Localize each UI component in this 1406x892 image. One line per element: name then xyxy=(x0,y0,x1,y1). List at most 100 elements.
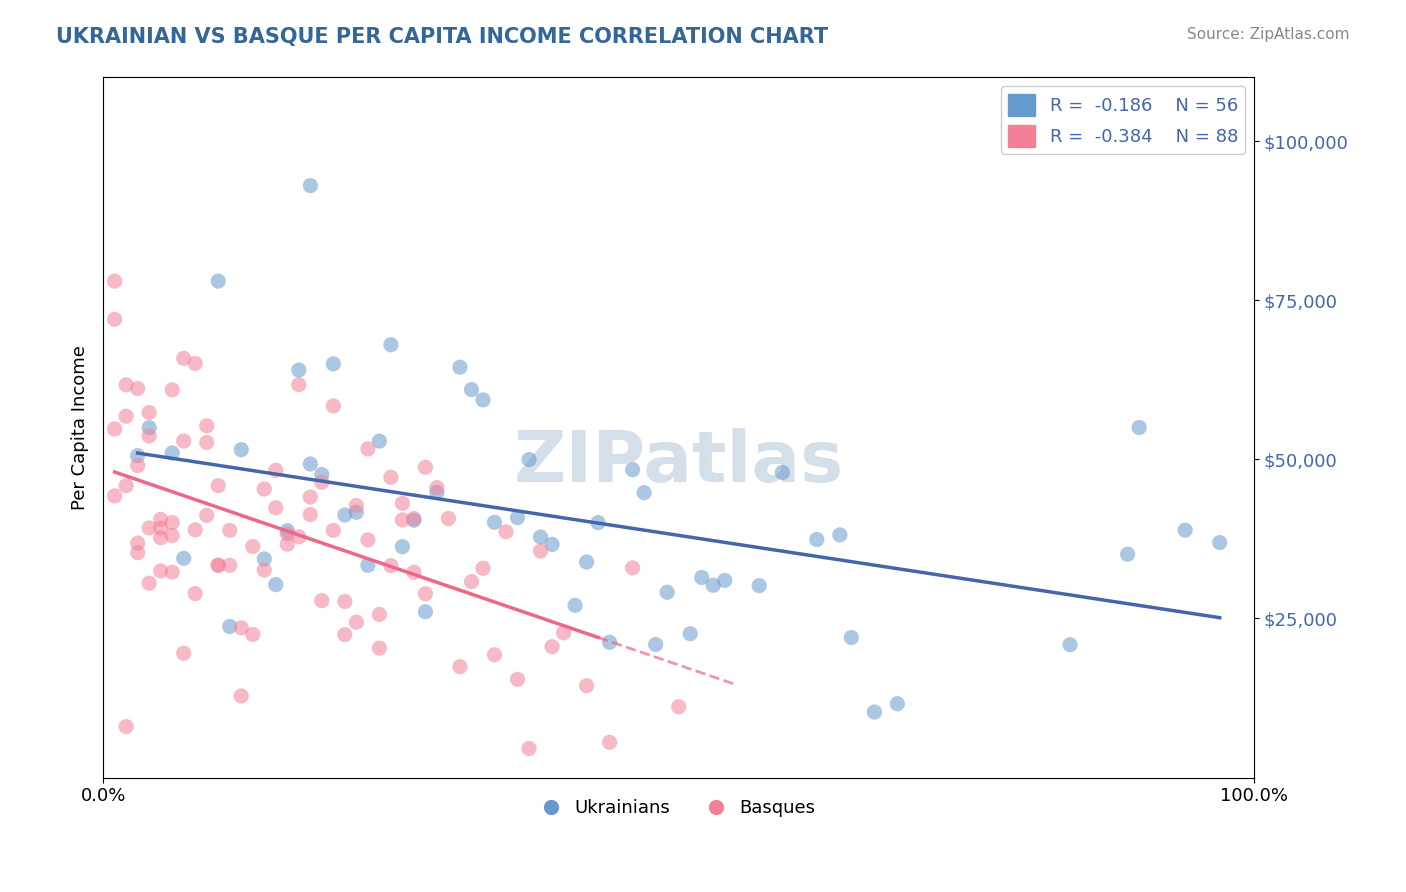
Point xyxy=(149,512,172,526)
Point xyxy=(253,563,276,577)
Point xyxy=(299,490,322,504)
Point xyxy=(668,699,690,714)
Point xyxy=(127,458,149,473)
Point xyxy=(333,627,356,641)
Point xyxy=(702,578,724,592)
Point xyxy=(333,508,356,522)
Point xyxy=(484,648,506,662)
Point xyxy=(149,564,172,578)
Point xyxy=(138,521,160,535)
Point xyxy=(322,357,344,371)
Point xyxy=(690,570,713,584)
Point xyxy=(299,178,322,193)
Point xyxy=(276,524,298,538)
Point xyxy=(264,463,287,477)
Point xyxy=(841,631,863,645)
Point xyxy=(115,409,138,424)
Point xyxy=(402,566,425,580)
Point xyxy=(564,599,586,613)
Point xyxy=(253,482,276,496)
Point xyxy=(138,429,160,443)
Point xyxy=(391,540,413,554)
Point xyxy=(679,626,702,640)
Point xyxy=(770,466,793,480)
Point xyxy=(160,383,183,397)
Point xyxy=(828,528,851,542)
Point xyxy=(621,561,644,575)
Point xyxy=(1208,535,1230,549)
Point xyxy=(368,434,391,449)
Point xyxy=(231,689,253,703)
Point xyxy=(541,537,564,551)
Point xyxy=(311,593,333,607)
Point xyxy=(657,585,679,599)
Point xyxy=(586,516,609,530)
Point xyxy=(322,399,344,413)
Point xyxy=(299,508,322,522)
Point xyxy=(104,489,127,503)
Point xyxy=(253,552,276,566)
Point xyxy=(299,457,322,471)
Point xyxy=(276,527,298,541)
Point xyxy=(1128,420,1150,434)
Point xyxy=(173,646,195,660)
Point xyxy=(104,274,127,288)
Point xyxy=(368,607,391,622)
Point xyxy=(104,312,127,326)
Point xyxy=(173,434,195,448)
Point xyxy=(644,638,666,652)
Point xyxy=(160,528,183,542)
Point xyxy=(138,421,160,435)
Point xyxy=(127,382,149,396)
Point xyxy=(195,435,218,450)
Point xyxy=(149,531,172,545)
Point xyxy=(344,505,367,519)
Point xyxy=(553,625,575,640)
Point xyxy=(472,392,495,407)
Point xyxy=(426,485,449,500)
Point xyxy=(127,449,149,463)
Point xyxy=(415,460,437,475)
Point xyxy=(218,524,240,538)
Point xyxy=(484,515,506,529)
Point xyxy=(529,544,551,558)
Point xyxy=(621,463,644,477)
Point xyxy=(184,356,207,370)
Point xyxy=(426,481,449,495)
Point xyxy=(886,697,908,711)
Point xyxy=(195,508,218,523)
Point xyxy=(460,574,482,589)
Point xyxy=(415,605,437,619)
Point xyxy=(195,418,218,433)
Point xyxy=(218,619,240,633)
Point xyxy=(184,586,207,600)
Y-axis label: Per Capita Income: Per Capita Income xyxy=(72,345,89,510)
Point xyxy=(529,530,551,544)
Point xyxy=(264,500,287,515)
Point xyxy=(472,561,495,575)
Point xyxy=(138,576,160,591)
Point xyxy=(1174,523,1197,537)
Point xyxy=(288,363,311,377)
Point xyxy=(391,496,413,510)
Point xyxy=(264,577,287,591)
Point xyxy=(357,442,380,456)
Point xyxy=(437,511,460,525)
Text: UKRAINIAN VS BASQUE PER CAPITA INCOME CORRELATION CHART: UKRAINIAN VS BASQUE PER CAPITA INCOME CO… xyxy=(56,27,828,46)
Point xyxy=(344,615,367,630)
Point xyxy=(506,673,529,687)
Point xyxy=(311,475,333,490)
Point xyxy=(149,521,172,535)
Point xyxy=(449,360,471,375)
Point xyxy=(127,546,149,560)
Point xyxy=(357,533,380,547)
Point xyxy=(1116,547,1139,561)
Point xyxy=(160,565,183,579)
Point xyxy=(207,478,229,492)
Point xyxy=(231,621,253,635)
Point xyxy=(575,679,598,693)
Point xyxy=(104,422,127,436)
Point xyxy=(575,555,598,569)
Point xyxy=(1059,638,1081,652)
Point xyxy=(506,510,529,524)
